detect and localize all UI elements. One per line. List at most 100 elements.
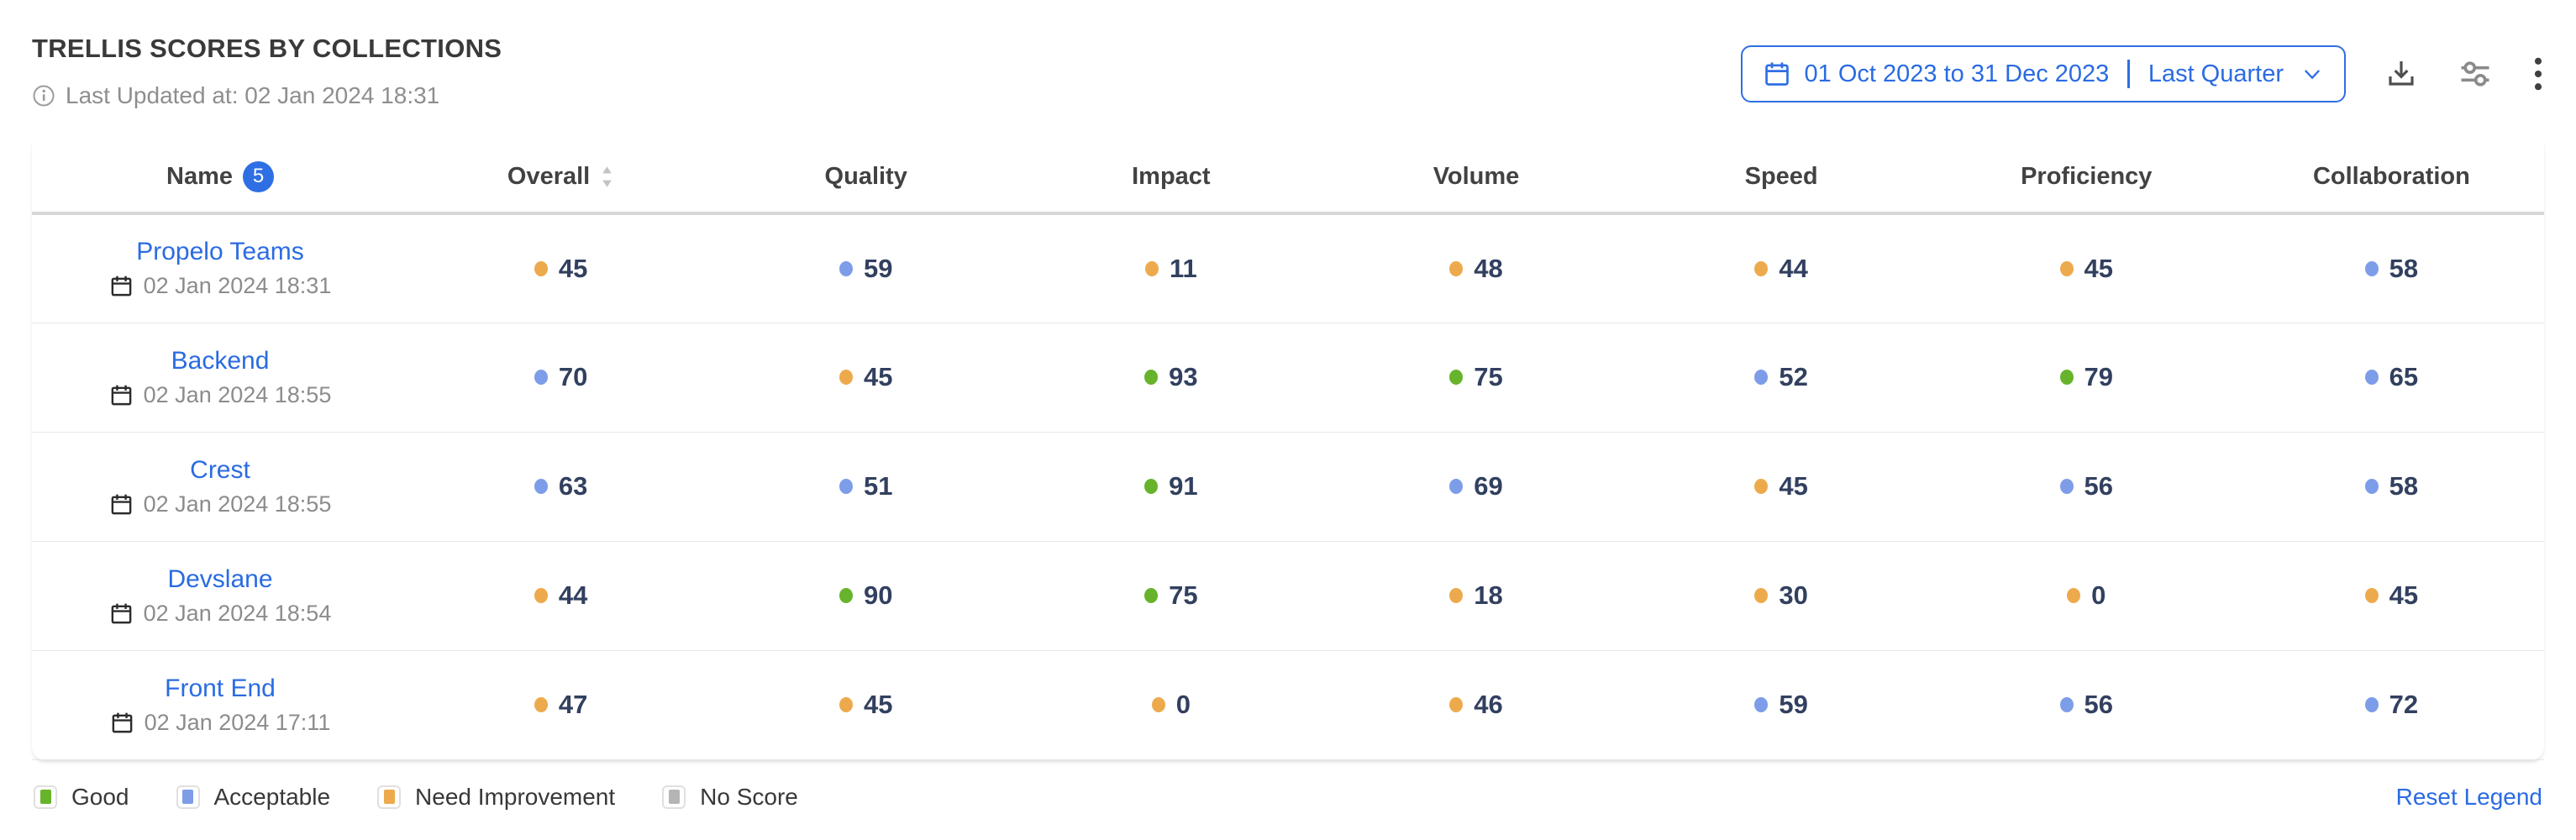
score-dot <box>2364 370 2379 385</box>
score-dot <box>1449 697 1464 712</box>
divider <box>2127 60 2130 88</box>
reset-legend-link[interactable]: Reset Legend <box>2395 783 2542 810</box>
table-header-row: Name 5 Overall <box>32 141 2544 215</box>
score-value: 56 <box>2084 471 2114 501</box>
download-button[interactable] <box>2384 57 2418 91</box>
score-cell: 69 <box>1449 471 1503 501</box>
column-header-collaboration: Collaboration <box>2238 141 2544 215</box>
table-row: Crest 02 Jan 2024 18:55 63 51 91 69 45 56 58 <box>32 432 2544 542</box>
score-dot <box>534 260 548 276</box>
scores-table: Name 5 Overall <box>32 141 2544 760</box>
collection-link[interactable]: Devslane <box>167 564 273 593</box>
last-updated-text: Last Updated at: 02 Jan 2024 18:31 <box>66 82 440 108</box>
score-dot <box>1754 697 1769 712</box>
score-cell: 0 <box>1151 690 1191 720</box>
score-dot <box>1754 588 1769 603</box>
date-preset-text: Last Quarter <box>2148 60 2284 87</box>
score-cell: 75 <box>1449 362 1503 392</box>
score-value: 70 <box>558 362 588 391</box>
score-value: 48 <box>1474 253 1503 283</box>
score-value: 0 <box>2091 580 2106 610</box>
score-dot <box>839 260 853 276</box>
score-cell: 70 <box>534 362 587 392</box>
table-row: Backend 02 Jan 2024 18:55 70 45 93 75 52 79 65 <box>32 323 2544 433</box>
score-cell: 59 <box>839 254 892 284</box>
score-cell: 47 <box>534 690 587 720</box>
ingestion-date: 02 Jan 2024 18:55 <box>143 381 332 407</box>
legend-label: Need Improvement <box>415 783 616 810</box>
column-header-volume: Volume <box>1323 141 1629 215</box>
score-cell: 45 <box>839 690 892 720</box>
legend-label: Acceptable <box>213 783 331 810</box>
score-dot <box>534 370 548 385</box>
score-cell: 63 <box>534 471 587 501</box>
score-value: 72 <box>2389 690 2419 719</box>
column-header-quality: Quality <box>713 141 1019 215</box>
score-value: 75 <box>1474 362 1503 391</box>
collection-link[interactable]: Propelo Teams <box>136 238 304 266</box>
widget-settings-button[interactable] <box>2457 55 2494 92</box>
collection-link[interactable]: Backend <box>171 346 270 375</box>
score-dot <box>534 588 548 603</box>
info-icon <box>32 84 55 108</box>
score-cell: 51 <box>839 471 892 501</box>
ingestion-date: 02 Jan 2024 18:31 <box>143 273 332 299</box>
legend-item-good[interactable]: Good <box>34 784 129 811</box>
score-cell: 91 <box>1144 471 1198 501</box>
score-value: 45 <box>2389 580 2419 610</box>
score-dot <box>1144 260 1159 276</box>
legend-swatch <box>662 785 686 809</box>
legend-item-no_score[interactable]: No Score <box>662 784 798 811</box>
score-cell: 59 <box>1754 690 1808 720</box>
legend-item-need_improvement[interactable]: Need Improvement <box>377 784 615 811</box>
score-value: 52 <box>1779 362 1808 391</box>
calendar-icon <box>110 711 134 735</box>
score-cell: 0 <box>2067 580 2105 611</box>
score-value: 45 <box>863 362 893 391</box>
calendar-icon <box>1763 60 1791 88</box>
score-value: 45 <box>558 253 588 283</box>
score-dot <box>839 697 853 712</box>
score-value: 90 <box>863 580 893 610</box>
score-value: 44 <box>558 580 588 610</box>
collection-link[interactable]: Front End <box>165 674 276 702</box>
score-dot <box>2364 697 2379 712</box>
more-options-button[interactable] <box>2532 55 2544 92</box>
kebab-menu-icon <box>2532 55 2544 92</box>
score-dot <box>534 697 548 712</box>
column-header-speed: Speed <box>1628 141 1934 215</box>
column-header-impact: Impact <box>1018 141 1324 215</box>
score-dot <box>1449 260 1464 276</box>
column-header-overall[interactable]: Overall <box>408 141 714 215</box>
score-value: 46 <box>1474 690 1503 719</box>
date-range-picker[interactable]: 01 Oct 2023 to 31 Dec 2023 Last Quarter <box>1740 45 2346 102</box>
score-dot <box>2067 588 2081 603</box>
column-label: Overall <box>507 162 591 190</box>
score-dot <box>2364 588 2379 603</box>
ingestion-date: 02 Jan 2024 18:55 <box>143 491 332 517</box>
score-cell: 44 <box>1754 253 1808 284</box>
score-cell: 18 <box>1449 580 1503 611</box>
widget-header: TRELLIS SCORES BY COLLECTIONS Last Updat… <box>32 34 502 109</box>
calendar-icon <box>109 492 134 517</box>
legend-item-acceptable[interactable]: Acceptable <box>176 783 331 811</box>
score-dot <box>1449 479 1464 494</box>
table-row: Propelo Teams 02 Jan 2024 18:31 45 59 11 48 44… <box>32 213 2544 323</box>
download-icon <box>2384 57 2418 91</box>
sort-icon[interactable] <box>600 165 614 189</box>
legend-swatch <box>377 785 402 809</box>
collection-link[interactable]: Crest <box>190 455 250 484</box>
score-cell: 45 <box>839 362 892 392</box>
calendar-icon <box>109 383 134 407</box>
score-cell: 45 <box>534 254 587 284</box>
table-row: Front End 02 Jan 2024 17:11 47 45 0 46 59 56 72 <box>32 650 2544 760</box>
score-dot <box>1449 370 1464 385</box>
ingestion-date: 02 Jan 2024 17:11 <box>144 709 331 735</box>
legend-label: No Score <box>700 783 798 810</box>
score-cell: 58 <box>2364 254 2418 284</box>
score-cell: 11 <box>1144 254 1197 284</box>
legend-swatch <box>34 785 57 809</box>
score-value: 44 <box>1779 253 1808 283</box>
scores-table-card: Name 5 Overall <box>32 141 2544 760</box>
